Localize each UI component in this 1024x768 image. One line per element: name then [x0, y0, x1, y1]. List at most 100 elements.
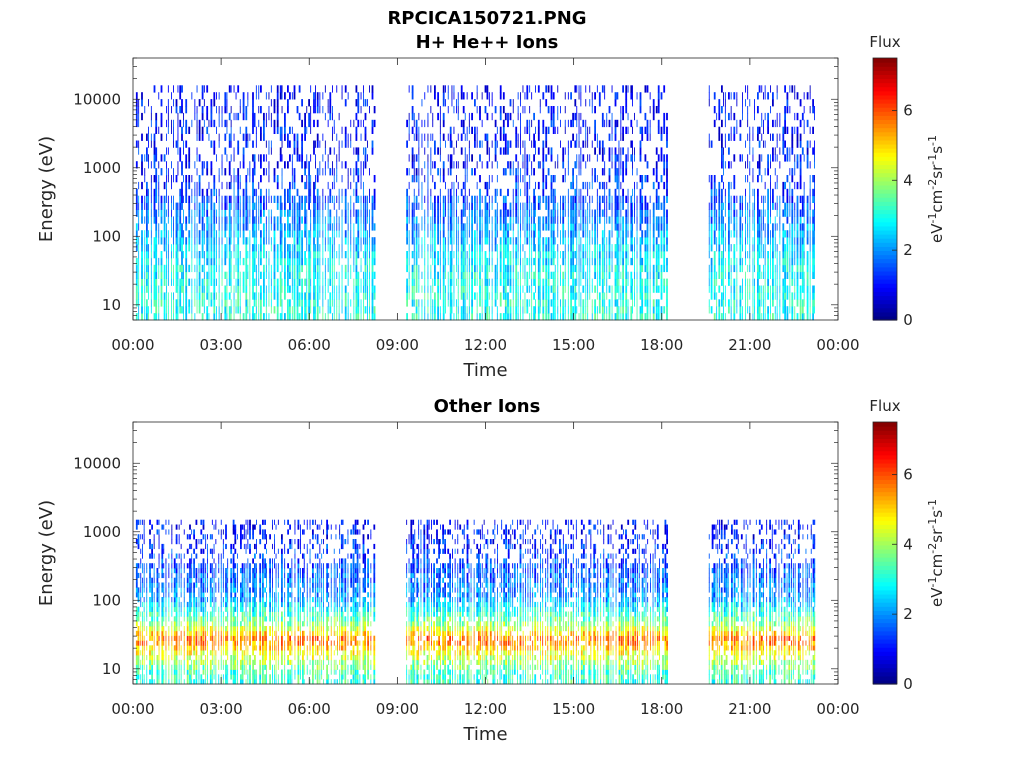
data-cell	[279, 147, 282, 155]
data-cell	[239, 181, 241, 190]
data-cell	[194, 195, 196, 203]
data-cell	[413, 161, 415, 169]
data-cell	[310, 209, 312, 217]
data-cell	[649, 271, 651, 279]
data-cell	[724, 188, 726, 197]
data-cell	[301, 216, 303, 224]
data-cell	[572, 195, 574, 203]
data-cell	[287, 244, 289, 252]
data-cell	[233, 313, 235, 321]
data-cell	[408, 264, 410, 273]
data-cell	[270, 271, 272, 279]
data-cell	[408, 112, 410, 121]
data-cell	[589, 292, 591, 300]
data-cell	[449, 230, 452, 238]
data-cell	[488, 92, 490, 100]
data-cell	[316, 285, 319, 293]
data-cell	[418, 306, 420, 314]
data-cell	[363, 271, 364, 279]
data-cell	[713, 292, 716, 300]
data-cell	[589, 271, 591, 279]
data-cell	[622, 112, 624, 121]
data-cell	[632, 285, 633, 293]
data-cell	[476, 209, 478, 217]
data-cell	[604, 161, 606, 169]
data-cell	[728, 202, 730, 210]
data-cell	[578, 209, 580, 217]
data-cell	[554, 209, 556, 217]
data-cell	[491, 306, 493, 314]
data-cell	[281, 181, 283, 190]
data-cell	[608, 202, 611, 210]
data-cell	[713, 106, 716, 114]
data-cell	[270, 99, 272, 107]
data-cell	[357, 292, 360, 300]
data-cell	[542, 251, 545, 259]
data-cell	[279, 299, 282, 307]
data-cell	[228, 230, 231, 238]
data-cell	[639, 285, 642, 293]
data-cell	[273, 237, 276, 245]
data-cell	[646, 292, 649, 300]
data-cell	[591, 106, 593, 114]
data-cell	[533, 195, 535, 203]
data-cell	[247, 251, 249, 259]
data-cell	[606, 195, 608, 203]
data-cell	[135, 92, 138, 100]
data-cell	[614, 223, 617, 231]
data-cell	[604, 85, 606, 93]
data-cell	[614, 244, 617, 252]
data-cell	[421, 237, 423, 245]
data-cell	[206, 106, 209, 114]
data-cell	[724, 264, 726, 273]
data-cell	[587, 264, 589, 273]
data-cell	[408, 271, 410, 279]
data-cell	[537, 257, 540, 266]
data-cell	[434, 271, 436, 279]
data-cell	[355, 99, 358, 107]
data-cell	[357, 147, 360, 155]
data-cell	[332, 126, 333, 134]
data-cell	[466, 92, 468, 100]
data-cell	[146, 223, 148, 231]
data-cell	[185, 106, 188, 114]
data-cell	[442, 119, 445, 128]
data-cell	[291, 230, 293, 238]
data-cell	[522, 202, 524, 210]
data-cell	[723, 313, 724, 321]
data-cell	[258, 257, 260, 266]
data-cell	[713, 216, 716, 224]
data-cell	[582, 202, 585, 210]
data-cell	[304, 257, 306, 266]
data-cell	[150, 292, 152, 300]
data-cell	[721, 257, 723, 266]
data-cell	[539, 237, 541, 245]
data-cell	[355, 271, 358, 279]
data-cell	[747, 92, 749, 100]
data-cell	[148, 216, 149, 224]
data-cell	[739, 237, 742, 245]
data-cell	[604, 119, 606, 128]
data-cell	[350, 251, 352, 259]
data-cell	[208, 133, 210, 141]
data-cell	[276, 112, 279, 121]
data-cell	[308, 195, 310, 203]
data-cell	[160, 278, 163, 286]
data-cell	[724, 285, 726, 293]
data-cell	[604, 237, 606, 245]
data-cell	[327, 237, 329, 245]
data-cell	[226, 202, 228, 210]
data-cell	[287, 223, 289, 231]
data-cell	[604, 216, 606, 224]
data-cell	[604, 299, 606, 307]
data-cell	[585, 99, 587, 107]
data-cell	[578, 168, 580, 176]
data-cell	[434, 161, 436, 169]
data-cell	[723, 292, 724, 300]
data-cell	[574, 278, 577, 286]
data-cell	[210, 264, 213, 273]
data-cell	[413, 278, 415, 286]
data-cell	[745, 271, 746, 279]
data-cell	[721, 106, 723, 114]
data-cell	[618, 154, 620, 162]
